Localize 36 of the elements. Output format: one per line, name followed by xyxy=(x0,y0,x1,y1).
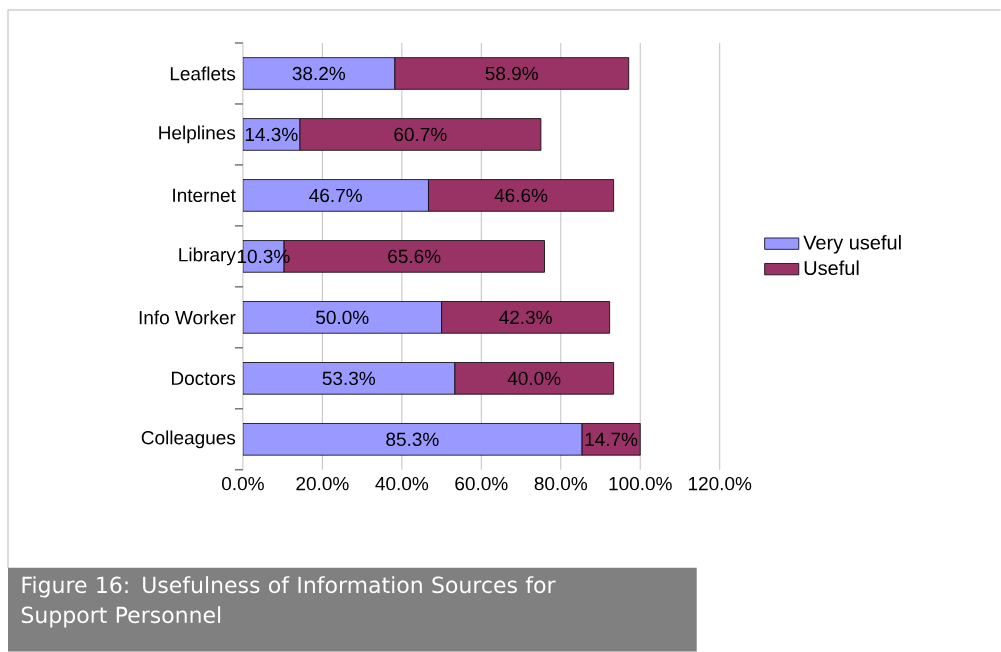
legend-label: Useful xyxy=(804,260,859,276)
bar xyxy=(242,423,583,456)
y-tick-label: Colleagues xyxy=(141,430,236,449)
legend-label: Very useful xyxy=(803,235,901,254)
y-tick-label: Helplines xyxy=(159,125,236,144)
data-label: 14.3% xyxy=(245,127,298,142)
caption: Figure 16: Usefulness of Information Sources for Support Personnel xyxy=(21,576,556,628)
data-label: 42.3% xyxy=(499,310,552,325)
y-tick-label: Internet xyxy=(173,188,236,203)
bar xyxy=(242,57,396,90)
x-tick-label: 80.0% xyxy=(534,477,588,491)
data-label: 14.7% xyxy=(585,432,638,447)
x-tick-label: 100.0% xyxy=(609,477,672,491)
x-tick-label: 0.0% xyxy=(222,477,264,491)
data-label: 38.2% xyxy=(292,66,346,81)
x-tick-label: 40.0% xyxy=(375,477,429,491)
data-label: 46.6% xyxy=(494,188,548,203)
bar xyxy=(242,362,456,395)
data-label: 60.7% xyxy=(394,127,447,142)
y-tick-label: Leaflets xyxy=(170,66,236,81)
bar xyxy=(242,301,442,334)
data-label: 85.3% xyxy=(386,432,439,447)
bar xyxy=(299,118,542,151)
x-tick-label: 20.0% xyxy=(296,477,349,491)
data-label: 46.7% xyxy=(309,188,362,203)
y-tick-label: Doctors xyxy=(171,371,236,386)
data-label: 65.6% xyxy=(388,249,441,264)
y-tick-label: Library xyxy=(179,247,236,266)
data-label: 53.3% xyxy=(322,371,376,386)
x-tick-label: 60.0% xyxy=(455,477,508,491)
bar xyxy=(242,179,429,212)
data-label: 50.0% xyxy=(316,310,369,325)
data-label: 40.0% xyxy=(507,371,561,386)
data-label: 58.9% xyxy=(485,66,538,81)
y-tick-label: Info Worker xyxy=(139,310,236,325)
x-tick-label: 120.0% xyxy=(688,477,752,491)
